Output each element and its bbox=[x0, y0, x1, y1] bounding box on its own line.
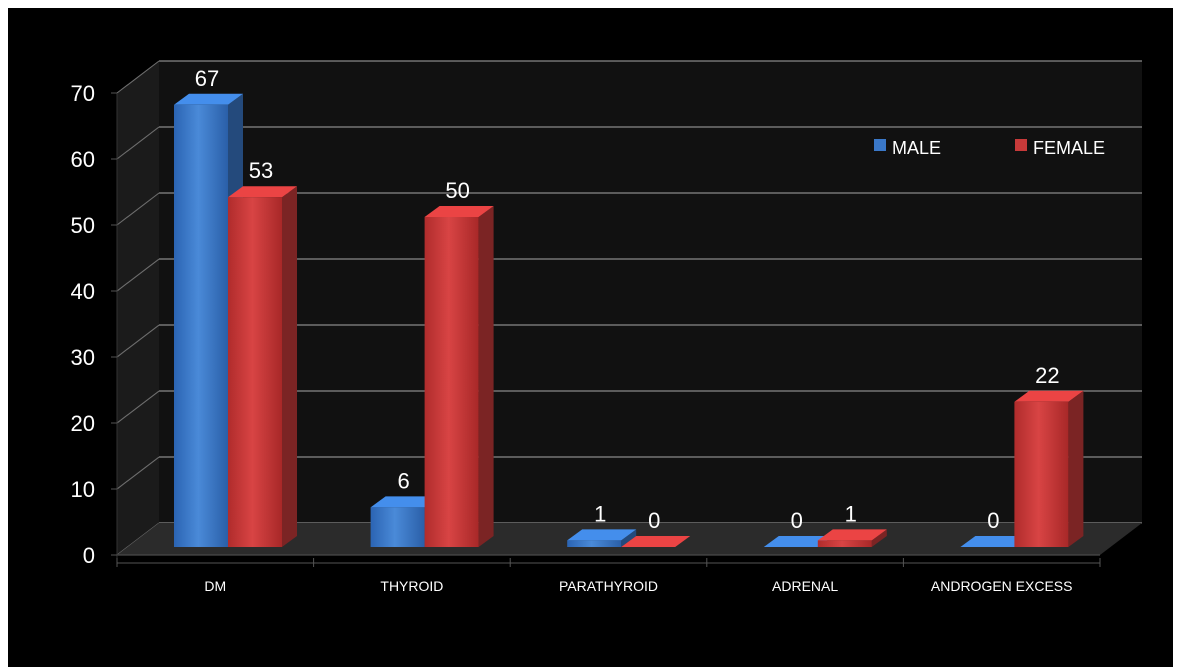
legend-item-female: FEMALE bbox=[1015, 138, 1105, 158]
bar-top bbox=[174, 93, 243, 105]
bar-side bbox=[621, 529, 637, 547]
gridline-side-4 bbox=[116, 258, 160, 292]
x-tick-label-2: PARATHYROID bbox=[559, 578, 658, 594]
legend-label-female: FEMALE bbox=[1033, 138, 1105, 158]
top-bar-strip bbox=[0, 0, 1181, 8]
bar-side bbox=[478, 206, 494, 547]
bar-front bbox=[174, 104, 228, 548]
bar-male-3 bbox=[763, 536, 833, 547]
gridline-side-6 bbox=[116, 126, 160, 160]
legend-label-male: MALE bbox=[892, 138, 941, 158]
y-axis: 0 10 20 30 40 50 60 70 bbox=[71, 81, 118, 568]
bar-top bbox=[817, 529, 887, 541]
legend-swatch-male bbox=[874, 139, 886, 151]
data-label-female-0: 53 bbox=[249, 158, 273, 183]
x-axis: DM THYROID PARATHYROID ADRENAL ANDROGEN EXCE… bbox=[116, 558, 1101, 594]
x-tick-label-4: ANDROGEN EXCESS bbox=[931, 578, 1073, 594]
bar-front bbox=[228, 197, 282, 547]
y-tick-label-5: 50 bbox=[71, 213, 95, 238]
bar-female-0 bbox=[228, 186, 297, 547]
x-tick-label-3: ADRENAL bbox=[772, 578, 838, 594]
plot-walls bbox=[117, 61, 1142, 555]
bar-top bbox=[567, 529, 637, 541]
data-label-male-2: 1 bbox=[594, 501, 606, 526]
bar-front bbox=[817, 540, 872, 547]
bar-top bbox=[960, 536, 1030, 547]
data-label-male-0: 67 bbox=[195, 66, 219, 91]
bar-female-4 bbox=[1014, 390, 1084, 547]
y-tick-label-1: 10 bbox=[71, 477, 95, 502]
bar-top bbox=[228, 186, 297, 198]
data-label-female-3: 1 bbox=[845, 501, 857, 526]
bar-front bbox=[424, 217, 479, 547]
gridlines bbox=[116, 60, 1142, 556]
y-tick-label-3: 30 bbox=[71, 345, 95, 370]
x-tick-label-1: THYROID bbox=[380, 578, 443, 594]
y-tick-label-6: 60 bbox=[71, 147, 95, 172]
bar-front bbox=[1014, 401, 1069, 547]
data-label-female-2: 0 bbox=[648, 508, 660, 533]
bar-top bbox=[1014, 390, 1084, 402]
y-tick-label-7: 70 bbox=[71, 81, 95, 106]
bar-female-1 bbox=[424, 206, 494, 547]
bar-female-2 bbox=[621, 536, 691, 547]
data-label-male-1: 6 bbox=[397, 468, 409, 493]
legend: MALE FEMALE bbox=[874, 138, 1105, 158]
data-label-female-4: 22 bbox=[1035, 363, 1059, 388]
bar-top bbox=[370, 496, 440, 508]
y-tick-label-4: 40 bbox=[71, 279, 95, 304]
bars bbox=[174, 93, 1084, 548]
data-labels: 67 6 1 0 0 53 50 0 1 22 bbox=[195, 66, 1060, 533]
gridline-side-1 bbox=[116, 456, 160, 490]
y-tick-label-0: 0 bbox=[83, 543, 95, 568]
bar-female-3 bbox=[817, 529, 887, 547]
bar-male-4 bbox=[960, 536, 1030, 547]
bar-top bbox=[424, 206, 494, 217]
bar-top bbox=[763, 536, 833, 547]
data-label-male-4: 0 bbox=[987, 508, 999, 533]
bar-side bbox=[1068, 390, 1084, 547]
data-label-male-3: 0 bbox=[791, 508, 803, 533]
data-label-female-1: 50 bbox=[445, 178, 469, 203]
legend-item-male: MALE bbox=[874, 138, 941, 158]
bar-front bbox=[567, 540, 622, 547]
x-tick-label-0: DM bbox=[204, 578, 226, 594]
gridline-side-7 bbox=[116, 60, 160, 94]
bar-side bbox=[871, 529, 887, 547]
back-wall bbox=[159, 61, 1142, 523]
bar-top bbox=[621, 536, 691, 547]
left-wall bbox=[117, 61, 159, 555]
bar-male-2 bbox=[567, 529, 637, 547]
legend-swatch-female bbox=[1015, 139, 1027, 151]
gridline-side-3 bbox=[116, 324, 160, 358]
gridline-side-2 bbox=[116, 390, 160, 424]
bar-side bbox=[282, 186, 297, 547]
y-tick-label-2: 20 bbox=[71, 411, 95, 436]
gridline-side-5 bbox=[116, 192, 160, 226]
bar-front bbox=[370, 507, 425, 547]
